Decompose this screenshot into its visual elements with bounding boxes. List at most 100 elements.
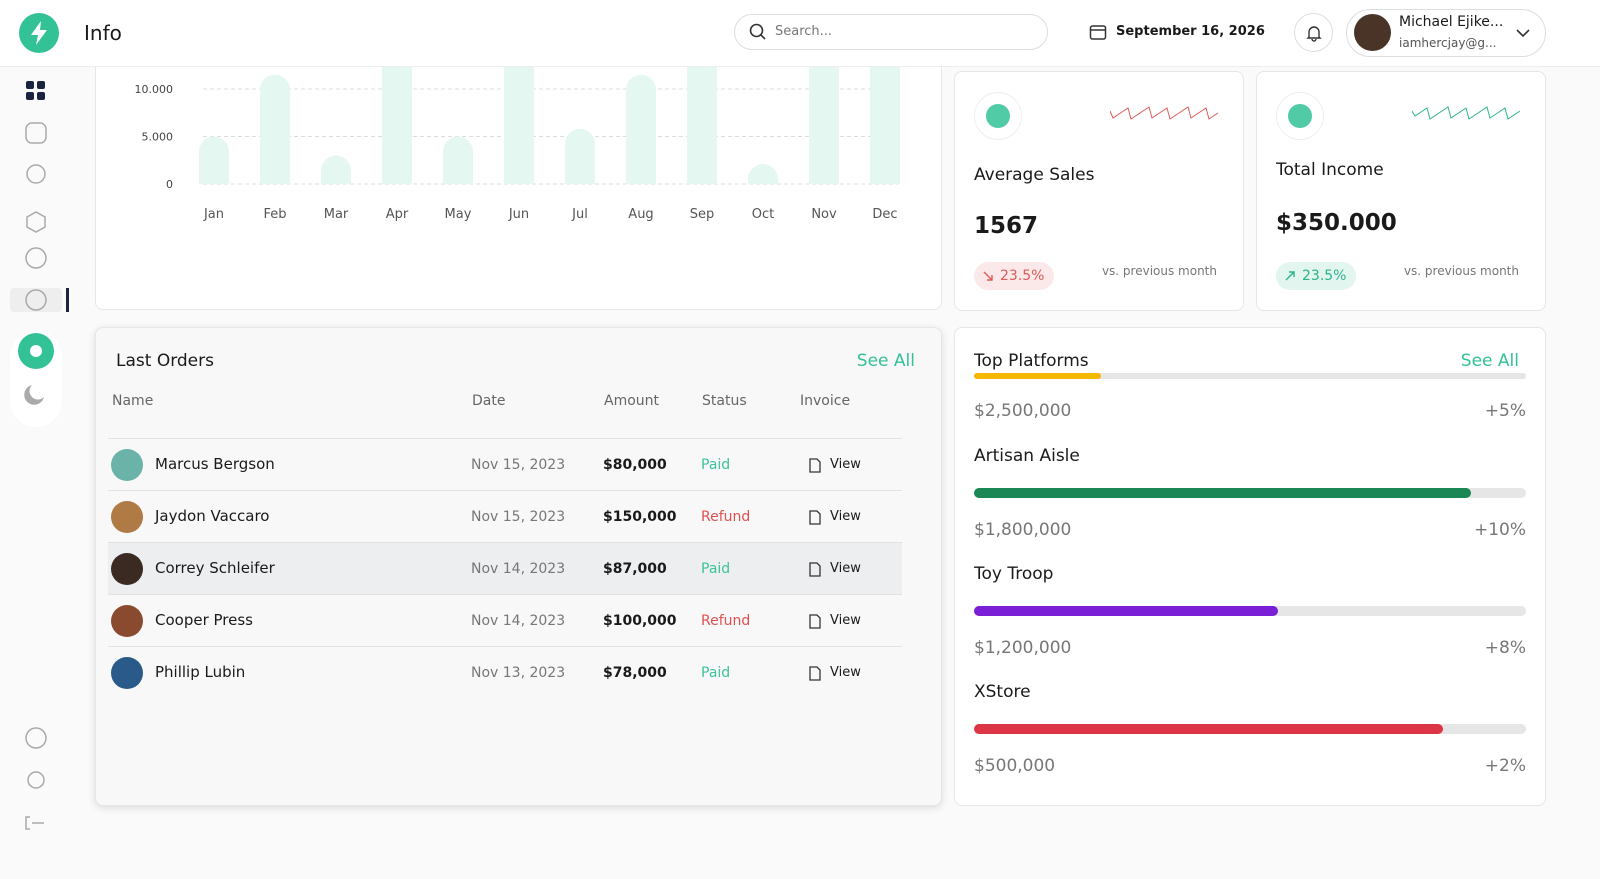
order-date: Nov 14, 2023 <box>471 561 566 577</box>
sidebar <box>0 67 72 879</box>
x-tick-label: Nov <box>811 207 837 222</box>
bar <box>382 67 412 184</box>
column-header: Name <box>112 393 154 409</box>
column-header: Invoice <box>800 393 851 409</box>
order-date: Nov 15, 2023 <box>471 509 566 525</box>
avatar <box>111 605 143 637</box>
bar <box>504 67 534 184</box>
x-tick-label: Feb <box>263 207 286 222</box>
stat-note: vs. previous month <box>1101 264 1217 278</box>
customer-name: Phillip Lubin <box>155 663 246 681</box>
column-header: Amount <box>604 393 660 409</box>
platforms-title: Top Platforms <box>974 351 1089 371</box>
top-bar: Info Search... September 16, 2026 Michae… <box>0 0 1600 67</box>
invoice-link[interactable]: View <box>808 613 861 629</box>
invoice-link[interactable]: View <box>808 509 861 525</box>
progress-track <box>974 488 1526 498</box>
user-email: iamhercjay@g... <box>1399 36 1497 50</box>
sparkline-line <box>1110 106 1219 120</box>
avatar <box>111 501 143 533</box>
progress-bar <box>974 606 1278 616</box>
y-tick-label: 0 <box>166 178 173 191</box>
x-tick-label: Jan <box>203 207 224 222</box>
order-date: Nov 14, 2023 <box>471 613 566 629</box>
bar <box>748 164 778 184</box>
x-tick-label: Sep <box>690 207 715 222</box>
order-row: Jaydon Vaccaro Nov 15, 2023 $150,000 Refund… <box>108 490 902 542</box>
progress-track <box>974 373 1526 379</box>
stat-icon <box>1276 92 1324 140</box>
see-all-link[interactable]: See All <box>1460 351 1519 371</box>
platform-amount: $1,800,000 <box>974 520 1072 540</box>
x-tick-label: Dec <box>872 207 897 222</box>
platforms-card: Top Platforms See All $2,500,000 +5% Artisan… <box>954 327 1546 806</box>
bar <box>199 136 229 184</box>
user-name: Michael Ejike... <box>1399 14 1504 30</box>
order-date: Nov 13, 2023 <box>471 665 566 681</box>
x-tick-label: May <box>445 207 472 222</box>
stat-title: Average Sales <box>974 165 1095 185</box>
x-tick-label: Aug <box>628 207 653 222</box>
stat-icon <box>974 92 1022 140</box>
avatar <box>111 553 143 585</box>
invoice-link[interactable]: View <box>808 665 861 681</box>
x-tick-label: Apr <box>386 207 409 222</box>
bar <box>260 74 290 184</box>
column-header: Date <box>472 393 506 409</box>
bar <box>626 74 656 184</box>
order-row: Phillip Lubin Nov 13, 2023 $78,000 Paid View <box>108 646 902 698</box>
bar <box>870 67 900 184</box>
avatar <box>111 449 143 481</box>
stat-value: 1567 <box>974 213 1039 239</box>
order-status: Paid <box>701 665 731 681</box>
x-tick-label: Oct <box>752 207 774 222</box>
order-amount: $80,000 <box>603 457 667 473</box>
invoice-link[interactable]: View <box>808 561 861 577</box>
order-date: Nov 15, 2023 <box>471 457 566 473</box>
stat-title: Total Income <box>1276 160 1384 180</box>
bar-chart: 0 5.000 10.000 Jan Feb Mar Apr May Jun Jul Aug Sep O… <box>135 67 900 222</box>
bar <box>443 136 473 184</box>
notifications[interactable] <box>1294 13 1333 52</box>
customer-name: Correy Schleifer <box>155 559 275 577</box>
progress-track <box>974 724 1526 734</box>
invoice-link[interactable]: View <box>808 457 861 473</box>
see-all-link[interactable]: See All <box>856 351 915 371</box>
order-amount: $100,000 <box>603 613 677 629</box>
search-placeholder: Search... <box>775 24 833 39</box>
progress-bar <box>974 488 1471 498</box>
order-status: Paid <box>701 561 731 577</box>
platform-amount: $500,000 <box>974 756 1056 776</box>
x-tick-label: Mar <box>324 207 349 222</box>
search-box[interactable]: Search... <box>734 14 1048 50</box>
logo <box>19 13 59 53</box>
date: September 16, 2026 <box>1116 24 1265 39</box>
sparkline <box>1110 106 1219 120</box>
customer-name: Marcus Bergson <box>155 455 275 473</box>
sparkline-line <box>1412 106 1521 120</box>
orders-title: Last Orders <box>116 351 214 371</box>
progress-bar <box>974 373 1101 379</box>
stat-change: 23.5% <box>974 262 1055 290</box>
progress-bar <box>974 724 1444 734</box>
order-row: Cooper Press Nov 14, 2023 $100,000 Refund Vi… <box>108 594 902 646</box>
user-menu[interactable]: Michael Ejike... iamhercjay@g... <box>1346 9 1546 57</box>
sales-chart-card: 0 5.000 10.000 Jan Feb Mar Apr May Jun Jul Aug Sep O… <box>95 67 942 310</box>
bar <box>809 67 839 184</box>
order-amount: $78,000 <box>603 665 667 681</box>
orders-card: Last Orders See All Name Date Amount Status In… <box>95 327 942 806</box>
x-tick-label: Jul <box>571 207 588 222</box>
stat-value: $350.000 <box>1276 210 1397 236</box>
customer-name: Cooper Press <box>155 611 253 629</box>
x-tick-label: Jun <box>508 207 529 222</box>
stat-change: 23.5% <box>1276 262 1357 290</box>
sparkline <box>1412 106 1521 120</box>
order-status: Refund <box>701 509 751 525</box>
order-row: Marcus Bergson Nov 15, 2023 $80,000 Paid Vie… <box>108 438 902 490</box>
bar <box>565 128 595 184</box>
customer-name: Jaydon Vaccaro <box>155 507 270 525</box>
progress-track <box>974 606 1526 616</box>
order-status: Paid <box>701 457 731 473</box>
stat-card: Total Income $350.000 23.5% vs. previous mo… <box>1256 71 1546 311</box>
